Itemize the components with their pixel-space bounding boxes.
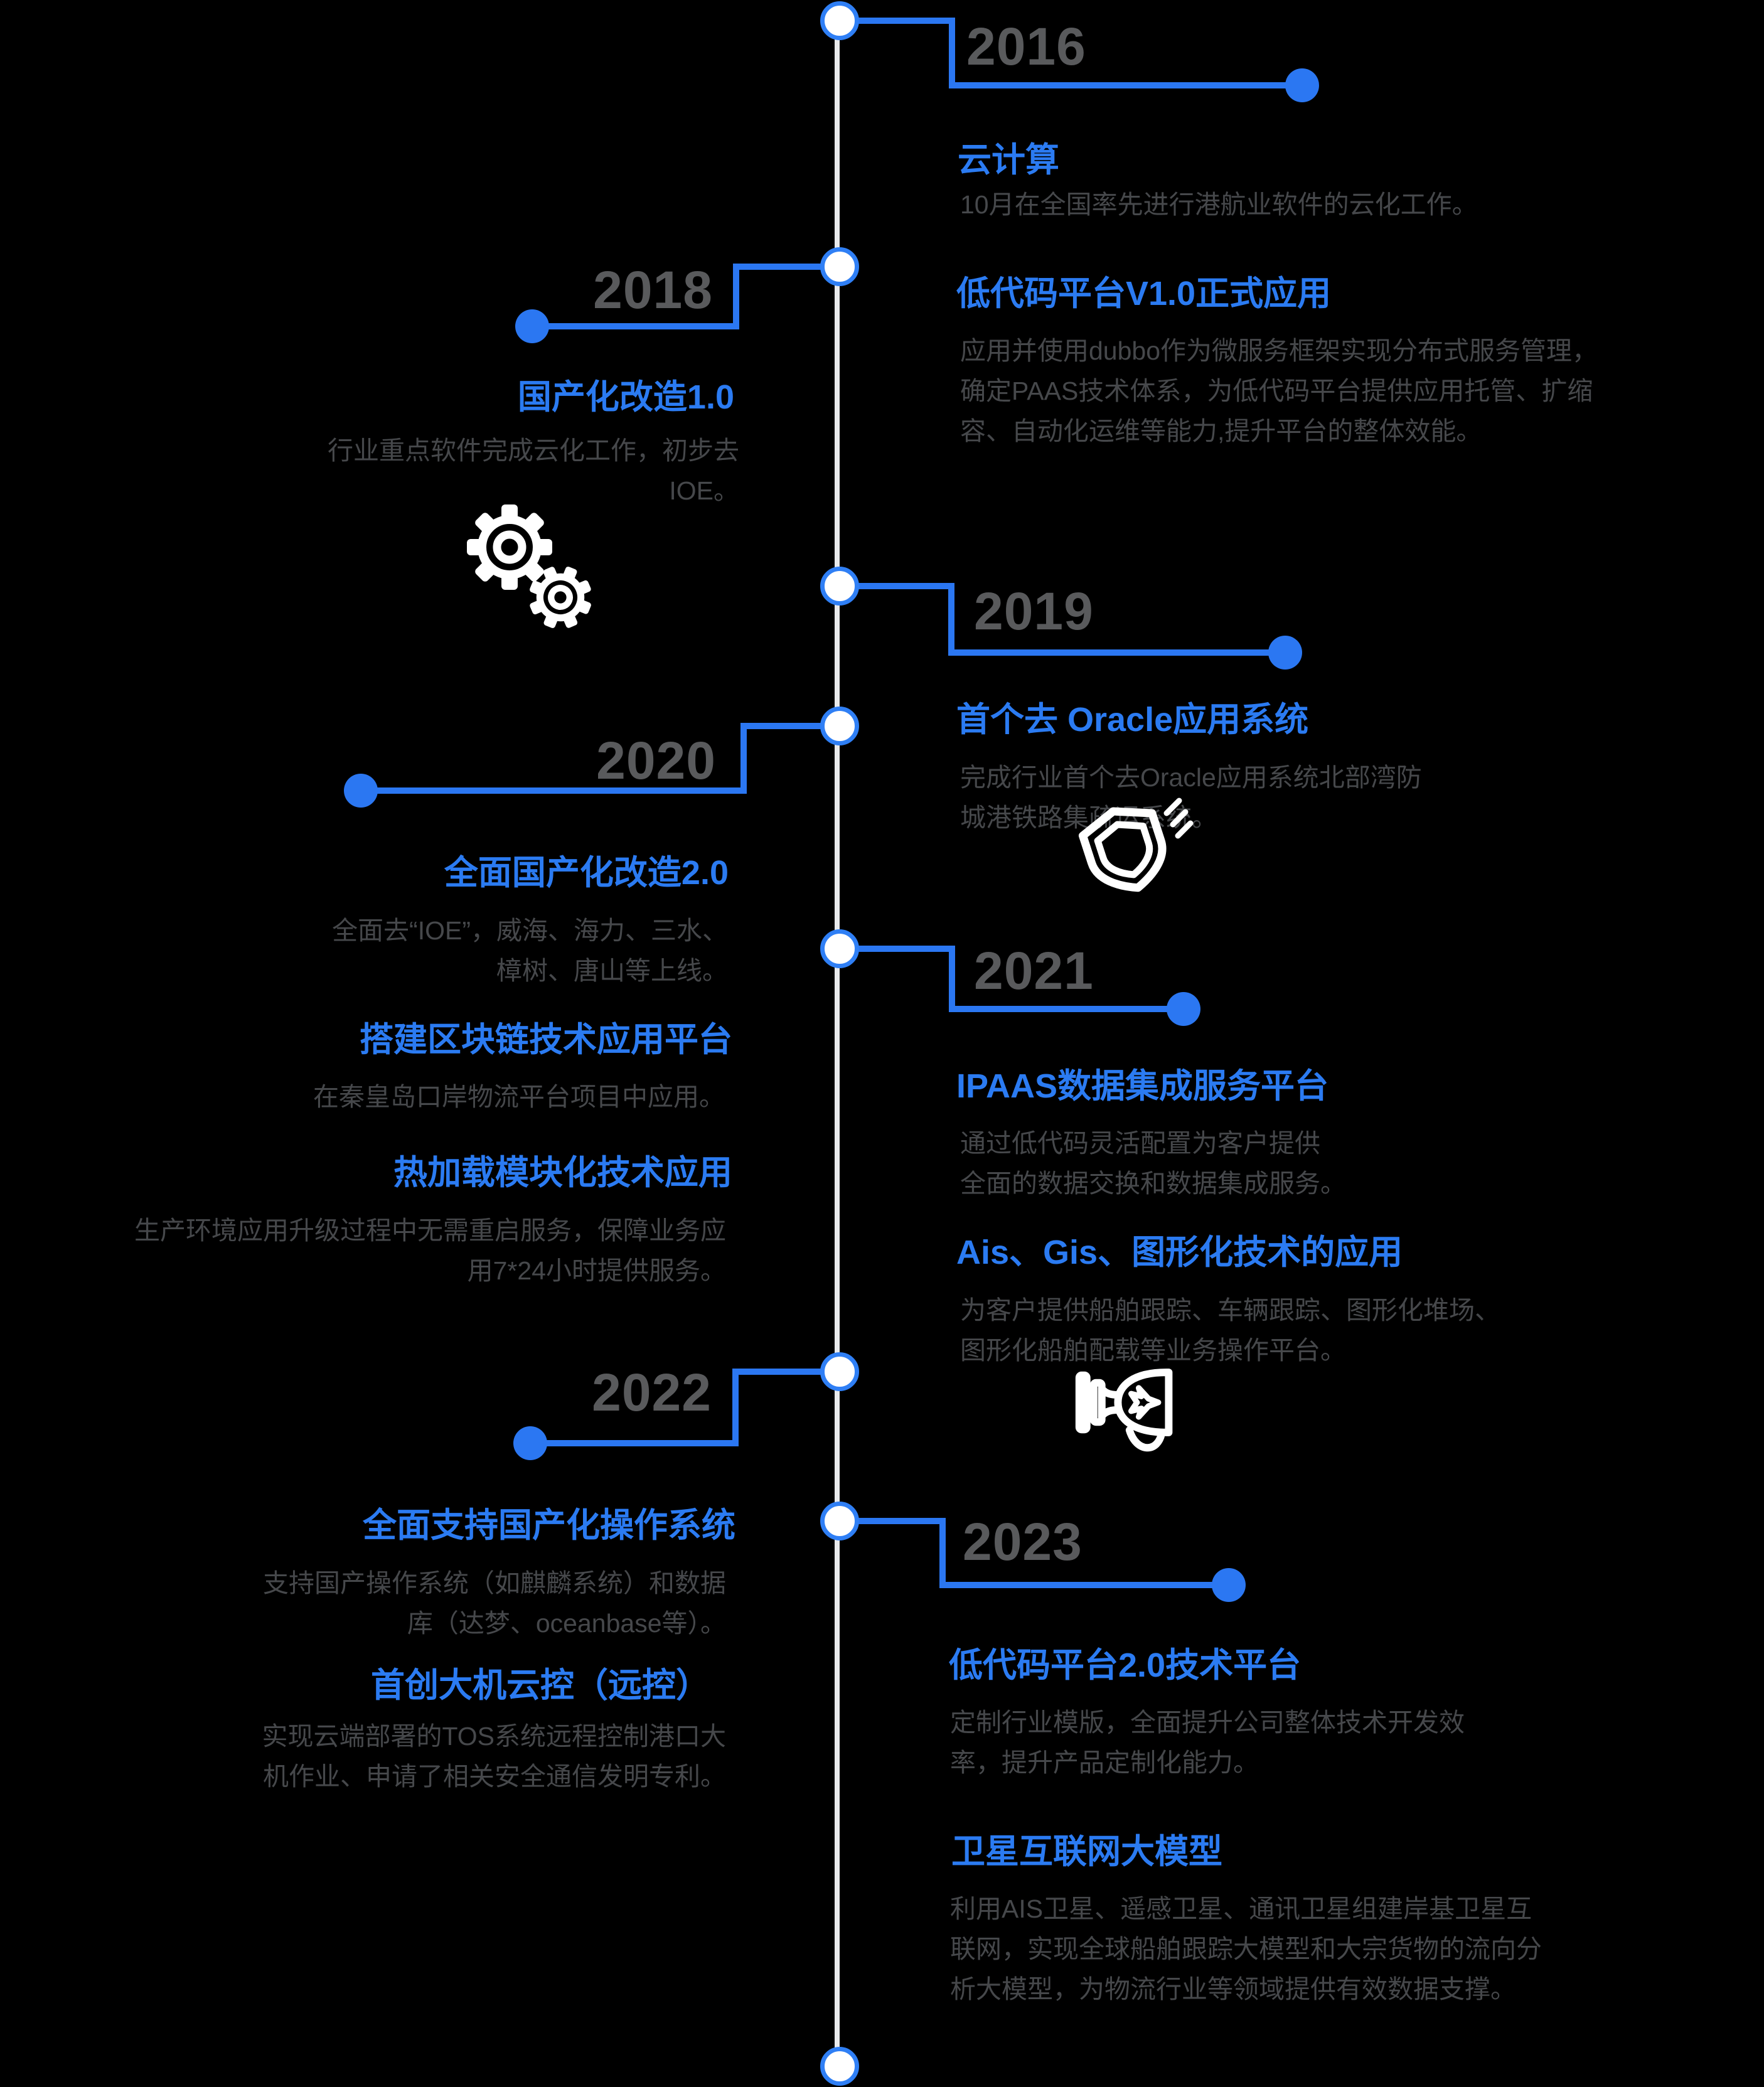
milestone-title-ais-gis: Ais、Gis、图形化技术的应用: [956, 1234, 1403, 1271]
connector-dot-2020: [344, 774, 378, 808]
connector-2021-h1: [840, 946, 952, 952]
connector-2022-v: [732, 1369, 739, 1446]
milestone-body-lowcode2: 定制行业模版，全面提升公司整体技术开发效 率，提升产品定制化能力。: [950, 1708, 1465, 1777]
connector-2018-v: [733, 264, 739, 329]
year-label-2021: 2021: [974, 941, 1094, 1000]
timeline-node-2023: [820, 1502, 859, 1540]
milestone-title-domestic-os: 全面支持国产化操作系统: [363, 1507, 735, 1544]
trophy-icon: [1075, 1369, 1173, 1452]
connector-2019-h2: [948, 649, 1278, 656]
milestone-body-lowcode-v1: 应用并使用dubbo作为微服务框架实现分布式服务管理， 确定PAAS技术体系，为…: [960, 336, 1598, 446]
timeline-node-2018: [820, 247, 859, 286]
gears-icon: [467, 504, 591, 628]
milestone-title-hotreload: 热加载模块化技术应用: [393, 1154, 732, 1192]
milestone-body-ais-gis: 为客户提供船舶跟踪、车辆跟踪、图形化堆场、 图形化船舶配载等业务操作平台。: [960, 1296, 1500, 1365]
timeline-node-end: [820, 2047, 859, 2086]
connector-dot-2023: [1212, 1568, 1246, 1602]
timeline-node-2022: [820, 1352, 859, 1391]
timeline-spine: [835, 21, 840, 2066]
timeline-node-2020: [820, 707, 859, 745]
connector-2023-v: [939, 1518, 946, 1588]
connector-2022-h1: [732, 1369, 840, 1375]
year-label-2016: 2016: [966, 17, 1086, 76]
connector-2018-h1: [733, 264, 840, 270]
milestone-body-hotreload: 生产环境应用升级过程中无需重启服务，保障业务应 用7*24小时提供服务。: [134, 1216, 726, 1285]
milestone-title-oracle: 首个去 Oracle应用系统: [956, 701, 1309, 739]
milestone-title-lowcode2: 低代码平台2.0技术平台: [949, 1647, 1302, 1684]
connector-2016-h2: [949, 82, 1291, 88]
milestone-title-cloud: 云计算: [958, 141, 1059, 179]
shield-icon: [1078, 798, 1194, 892]
connector-dot-2018: [515, 309, 549, 343]
year-label-2023: 2023: [963, 1512, 1082, 1571]
milestone-title-crane-remote: 首创大机云控（远控）: [371, 1667, 710, 1704]
milestone-title-satellite: 卫星互联网大模型: [951, 1833, 1222, 1871]
connector-2016-h1: [840, 18, 953, 24]
connector-2019-v: [948, 583, 954, 656]
connector-2021-v: [949, 946, 955, 1012]
milestone-body-oracle: 完成行业首个去Oracle应用系统北部湾防 城港铁路集疏运系统。: [960, 763, 1422, 832]
connector-2023-h1: [840, 1518, 943, 1524]
year-label-2019: 2019: [974, 582, 1094, 641]
timeline-node-2019: [820, 567, 859, 606]
connector-2018-h2: [540, 323, 739, 329]
milestone-title-ipaas: IPAAS数据集成服务平台: [956, 1067, 1329, 1105]
timeline-node-2021: [820, 929, 859, 968]
connector-2020-h1: [740, 723, 840, 729]
milestone-body-cloud: 10月在全国率先进行港航业软件的云化工作。: [960, 190, 1478, 219]
connector-dot-2019: [1268, 636, 1302, 670]
milestone-body-localization2: 全面去“IOE”，威海、海力、三水、 樟树、唐山等上线。: [332, 916, 728, 985]
milestone-body-blockchain: 在秦皇岛口岸物流平台项目中应用。: [313, 1082, 725, 1111]
connector-2016-v: [949, 18, 955, 88]
year-label-2022: 2022: [592, 1363, 712, 1422]
connector-2020-h2: [368, 787, 747, 794]
timeline-node-2016: [820, 1, 859, 40]
year-label-2020: 2020: [596, 731, 716, 790]
connector-2019-h1: [840, 583, 951, 589]
connector-2023-h2: [939, 1582, 1222, 1588]
connector-dot-2016: [1285, 68, 1319, 102]
milestone-title-lowcode-v1: 低代码平台V1.0正式应用: [956, 275, 1332, 312]
year-label-2018: 2018: [593, 260, 713, 319]
milestone-body-satellite: 利用AIS卫星、遥感卫星、通讯卫星组建岸基卫星互 联网，实现全球船舶跟踪大模型和…: [950, 1894, 1542, 2004]
connector-dot-2021: [1167, 992, 1200, 1026]
milestone-title-localization2: 全面国产化改造2.0: [444, 854, 729, 892]
connector-2022-h2: [537, 1440, 739, 1446]
milestone-title-blockchain: 搭建区块链技术应用平台: [360, 1021, 732, 1059]
milestone-body-localization1: 行业重点软件完成云化工作，初步去 IOE。: [328, 436, 739, 505]
connector-2020-v: [740, 723, 747, 794]
milestone-body-ipaas: 通过低代码灵活配置为客户提供 全面的数据交换和数据集成服务。: [960, 1129, 1346, 1198]
connector-dot-2022: [513, 1426, 547, 1460]
milestone-body-domestic-os: 支持国产操作系统（如麒麟系统）和数据 库（达梦、oceanbase等）。: [263, 1569, 726, 1638]
milestone-body-crane-remote: 实现云端部署的TOS系统远程控制港口大 机作业、申请了相关安全通信发明专利。: [262, 1722, 726, 1791]
connector-2021-h2: [949, 1006, 1175, 1012]
milestone-title-localization1: 国产化改造1.0: [517, 378, 734, 416]
